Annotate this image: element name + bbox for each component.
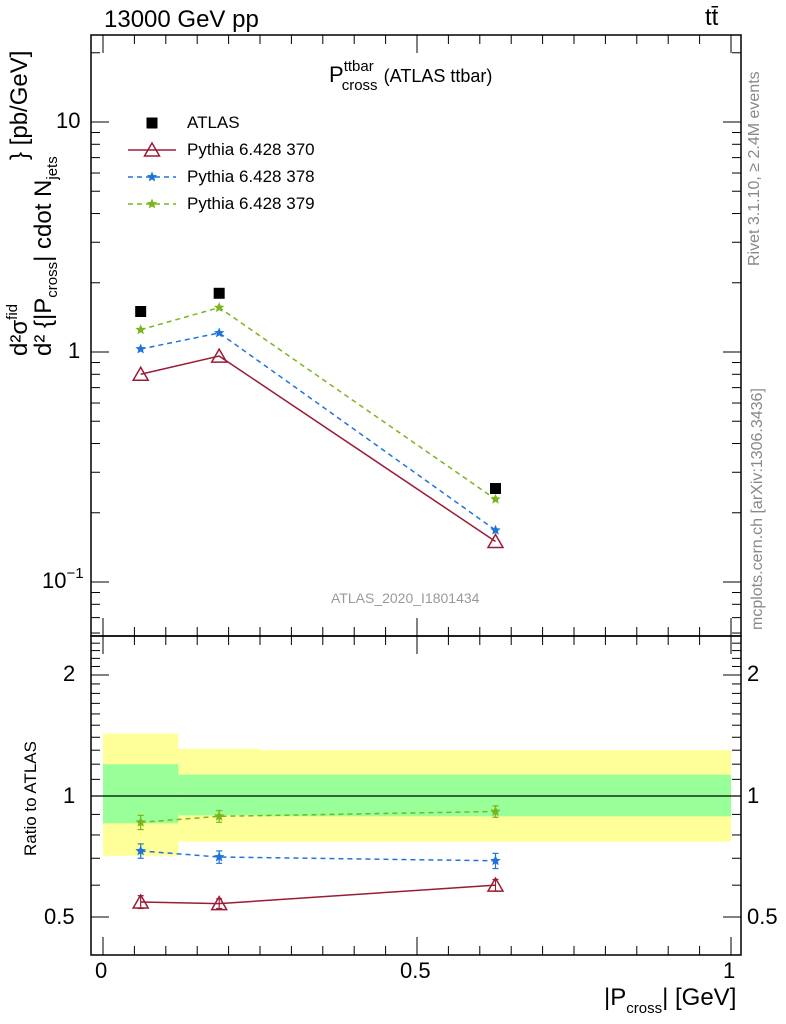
legend-label-atlas: ATLAS (187, 113, 240, 132)
legend-marker-2 (146, 171, 158, 182)
xlabel-sub: cross (626, 1000, 663, 1017)
ratio-tick-1-left: 1 (63, 783, 76, 808)
ratio-point-0-0 (131, 893, 150, 909)
series-line-1 (140, 355, 496, 543)
title-symbol: P (329, 62, 344, 87)
data-point-3-1 (213, 302, 225, 312)
data-point-0-2 (490, 482, 501, 494)
ratio-line-1 (140, 850, 496, 862)
ylabel-den-mid: | cdot N (30, 179, 57, 262)
ratio-line-0 (140, 884, 496, 905)
ratio-point-1-1 (213, 851, 225, 862)
ratio-tick-2-left: 2 (63, 661, 76, 686)
ratio-tick-0.5-right: 0.5 (747, 904, 778, 929)
data-point-1-0 (131, 365, 150, 382)
x-tick-0.5: 0.5 (400, 958, 431, 983)
ratio-y-axis-label: Ratio to ATLAS (21, 741, 40, 856)
y-tick-1: 1 (68, 338, 81, 363)
ratio-point-1-2 (490, 855, 501, 866)
data-point-3-0 (135, 324, 146, 335)
y-tick-10: 10 (56, 108, 81, 133)
ratio-point-2-2 (490, 806, 501, 816)
xlabel-post: | [GeV] (662, 984, 737, 1011)
ratio-tick-1-right: 1 (747, 783, 760, 808)
title-suffix: (ATLAS ttbar) (383, 66, 493, 86)
mcplots-label: mcplots.cern.ch [arXiv:1306.3436] (749, 388, 766, 630)
ratio-point-0-2 (486, 876, 505, 892)
ylabel-den-sub: cross (44, 261, 61, 298)
ratio-tick-0.5-left: 0.5 (44, 904, 75, 929)
title-sub: cross (341, 77, 378, 94)
ylabel-den-sub2: jets (44, 156, 61, 180)
ratio-point-0-1 (210, 895, 228, 911)
xlabel-pre: |P (604, 984, 627, 1011)
main-title: Pttbar cross (ATLAS ttbar) (329, 58, 493, 94)
data-point-1-1 (210, 347, 228, 363)
main-y-axis-label-den: d² {|Pcross| cdot Njets (30, 156, 61, 356)
x-axis-label: |Pcross| [GeV] (604, 984, 737, 1017)
ratio-line-2 (140, 810, 496, 824)
legend-marker-1 (143, 141, 161, 157)
ylabel-den-start: d² {|P (30, 297, 57, 356)
ylabel-numerator-sup: fid (4, 304, 21, 320)
data-point-2-2 (490, 524, 501, 535)
ratio-band-green-1 (178, 774, 260, 816)
ylabel-numerator: d²σ (6, 319, 33, 356)
legend-marker-0 (146, 117, 158, 129)
data-point-2-0 (135, 343, 146, 354)
ylabel-unit: } [pb/GeV] (6, 50, 33, 160)
ratio-point-2-1 (213, 810, 225, 821)
legend-label-379: Pythia 6.428 379 (187, 194, 315, 213)
data-point-0-1 (213, 287, 225, 299)
rivet-label: Rivet 3.1.10, ≥ 2.4M events (746, 71, 763, 266)
analysis-watermark: ATLAS_2020_I1801434 (331, 590, 480, 606)
data-point-2-1 (213, 327, 225, 338)
ratio-point-1-0 (135, 845, 146, 856)
title-sup: ttbar (343, 58, 374, 75)
ratio-band-green-0 (103, 764, 179, 824)
energy-label: 13000 GeV pp (104, 6, 259, 33)
process-label: tt̄ (705, 4, 719, 31)
data-point-1-2 (486, 532, 505, 549)
x-tick-1: 1 (723, 958, 736, 983)
legend-label-378: Pythia 6.428 378 (187, 167, 315, 186)
data-point-0-0 (135, 305, 147, 317)
ratio-point-2-0 (135, 816, 146, 827)
ratio-tick-2-right: 2 (747, 661, 760, 686)
legend-marker-3 (146, 198, 158, 209)
y-tick-0.1: 10−1 (42, 565, 84, 593)
data-point-3-2 (490, 493, 501, 504)
legend-label-370: Pythia 6.428 370 (187, 140, 315, 159)
series-line-2 (140, 332, 496, 531)
x-tick-0: 0 (95, 958, 108, 983)
main-y-axis-label-unit: } [pb/GeV] (6, 51, 34, 160)
